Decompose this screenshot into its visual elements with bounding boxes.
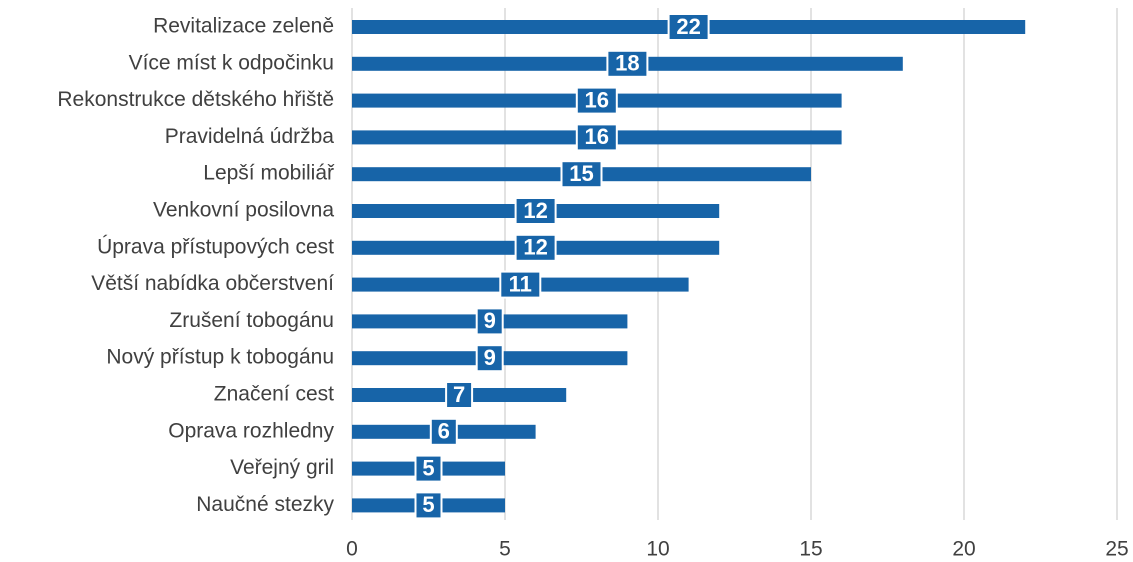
value-label-box xyxy=(575,123,618,152)
x-tick-label: 10 xyxy=(646,538,669,561)
value-label: 7 xyxy=(453,382,465,407)
value-label-box xyxy=(414,491,443,520)
y-tick-label: Úprava přístupových cest xyxy=(97,235,334,258)
y-tick-label: Větší nabídka občerstvení xyxy=(91,272,334,295)
value-label: 11 xyxy=(509,271,532,296)
y-tick-label: Lepší mobiliář xyxy=(203,162,335,185)
value-label: 15 xyxy=(569,161,593,186)
y-tick-label: Pravidelná údržba xyxy=(165,125,335,148)
x-tick-label: 20 xyxy=(952,538,975,561)
value-label-box xyxy=(667,13,710,41)
y-tick-label: Více míst k odpočinku xyxy=(129,51,334,74)
value-label: 12 xyxy=(523,235,547,260)
value-label: 9 xyxy=(484,345,496,370)
x-tick-label: 0 xyxy=(346,538,358,561)
value-label-box xyxy=(475,307,504,336)
y-tick-label: Venkovní posilovna xyxy=(153,199,334,222)
x-tick-label: 15 xyxy=(799,538,822,561)
value-label: 22 xyxy=(676,14,700,39)
value-label-box xyxy=(514,233,557,262)
value-label-box xyxy=(445,381,474,409)
value-label-box xyxy=(414,454,443,483)
value-label: 6 xyxy=(438,419,450,444)
y-tick-label: Oprava rozhledny xyxy=(168,419,334,442)
value-label: 18 xyxy=(615,51,639,76)
value-label-box xyxy=(606,49,649,78)
value-label: 16 xyxy=(585,124,609,149)
x-tick-label: 25 xyxy=(1105,538,1128,561)
value-label-box xyxy=(514,197,557,225)
value-label-box xyxy=(475,344,504,373)
value-label-box xyxy=(575,86,618,115)
y-tick-label: Revitalizace zeleně xyxy=(153,15,334,38)
value-label-box xyxy=(499,270,542,299)
value-label: 12 xyxy=(523,198,547,223)
x-tick-label: 5 xyxy=(499,538,511,561)
value-label: 5 xyxy=(422,455,434,480)
y-tick-label: Značení cest xyxy=(214,383,334,406)
y-tick-label: Naučné stezky xyxy=(196,493,334,516)
value-label-box xyxy=(560,160,603,189)
y-tick-label: Rekonstrukce dětského hřiště xyxy=(57,88,334,111)
y-tick-label: Nový přístup k tobogánu xyxy=(106,346,334,369)
y-tick-label: Zrušení tobogánu xyxy=(169,309,334,332)
value-label: 16 xyxy=(585,87,609,112)
value-label-box xyxy=(429,417,458,446)
y-tick-label: Veřejný gril xyxy=(230,456,334,479)
value-label: 9 xyxy=(484,308,496,333)
value-label: 5 xyxy=(422,492,434,517)
